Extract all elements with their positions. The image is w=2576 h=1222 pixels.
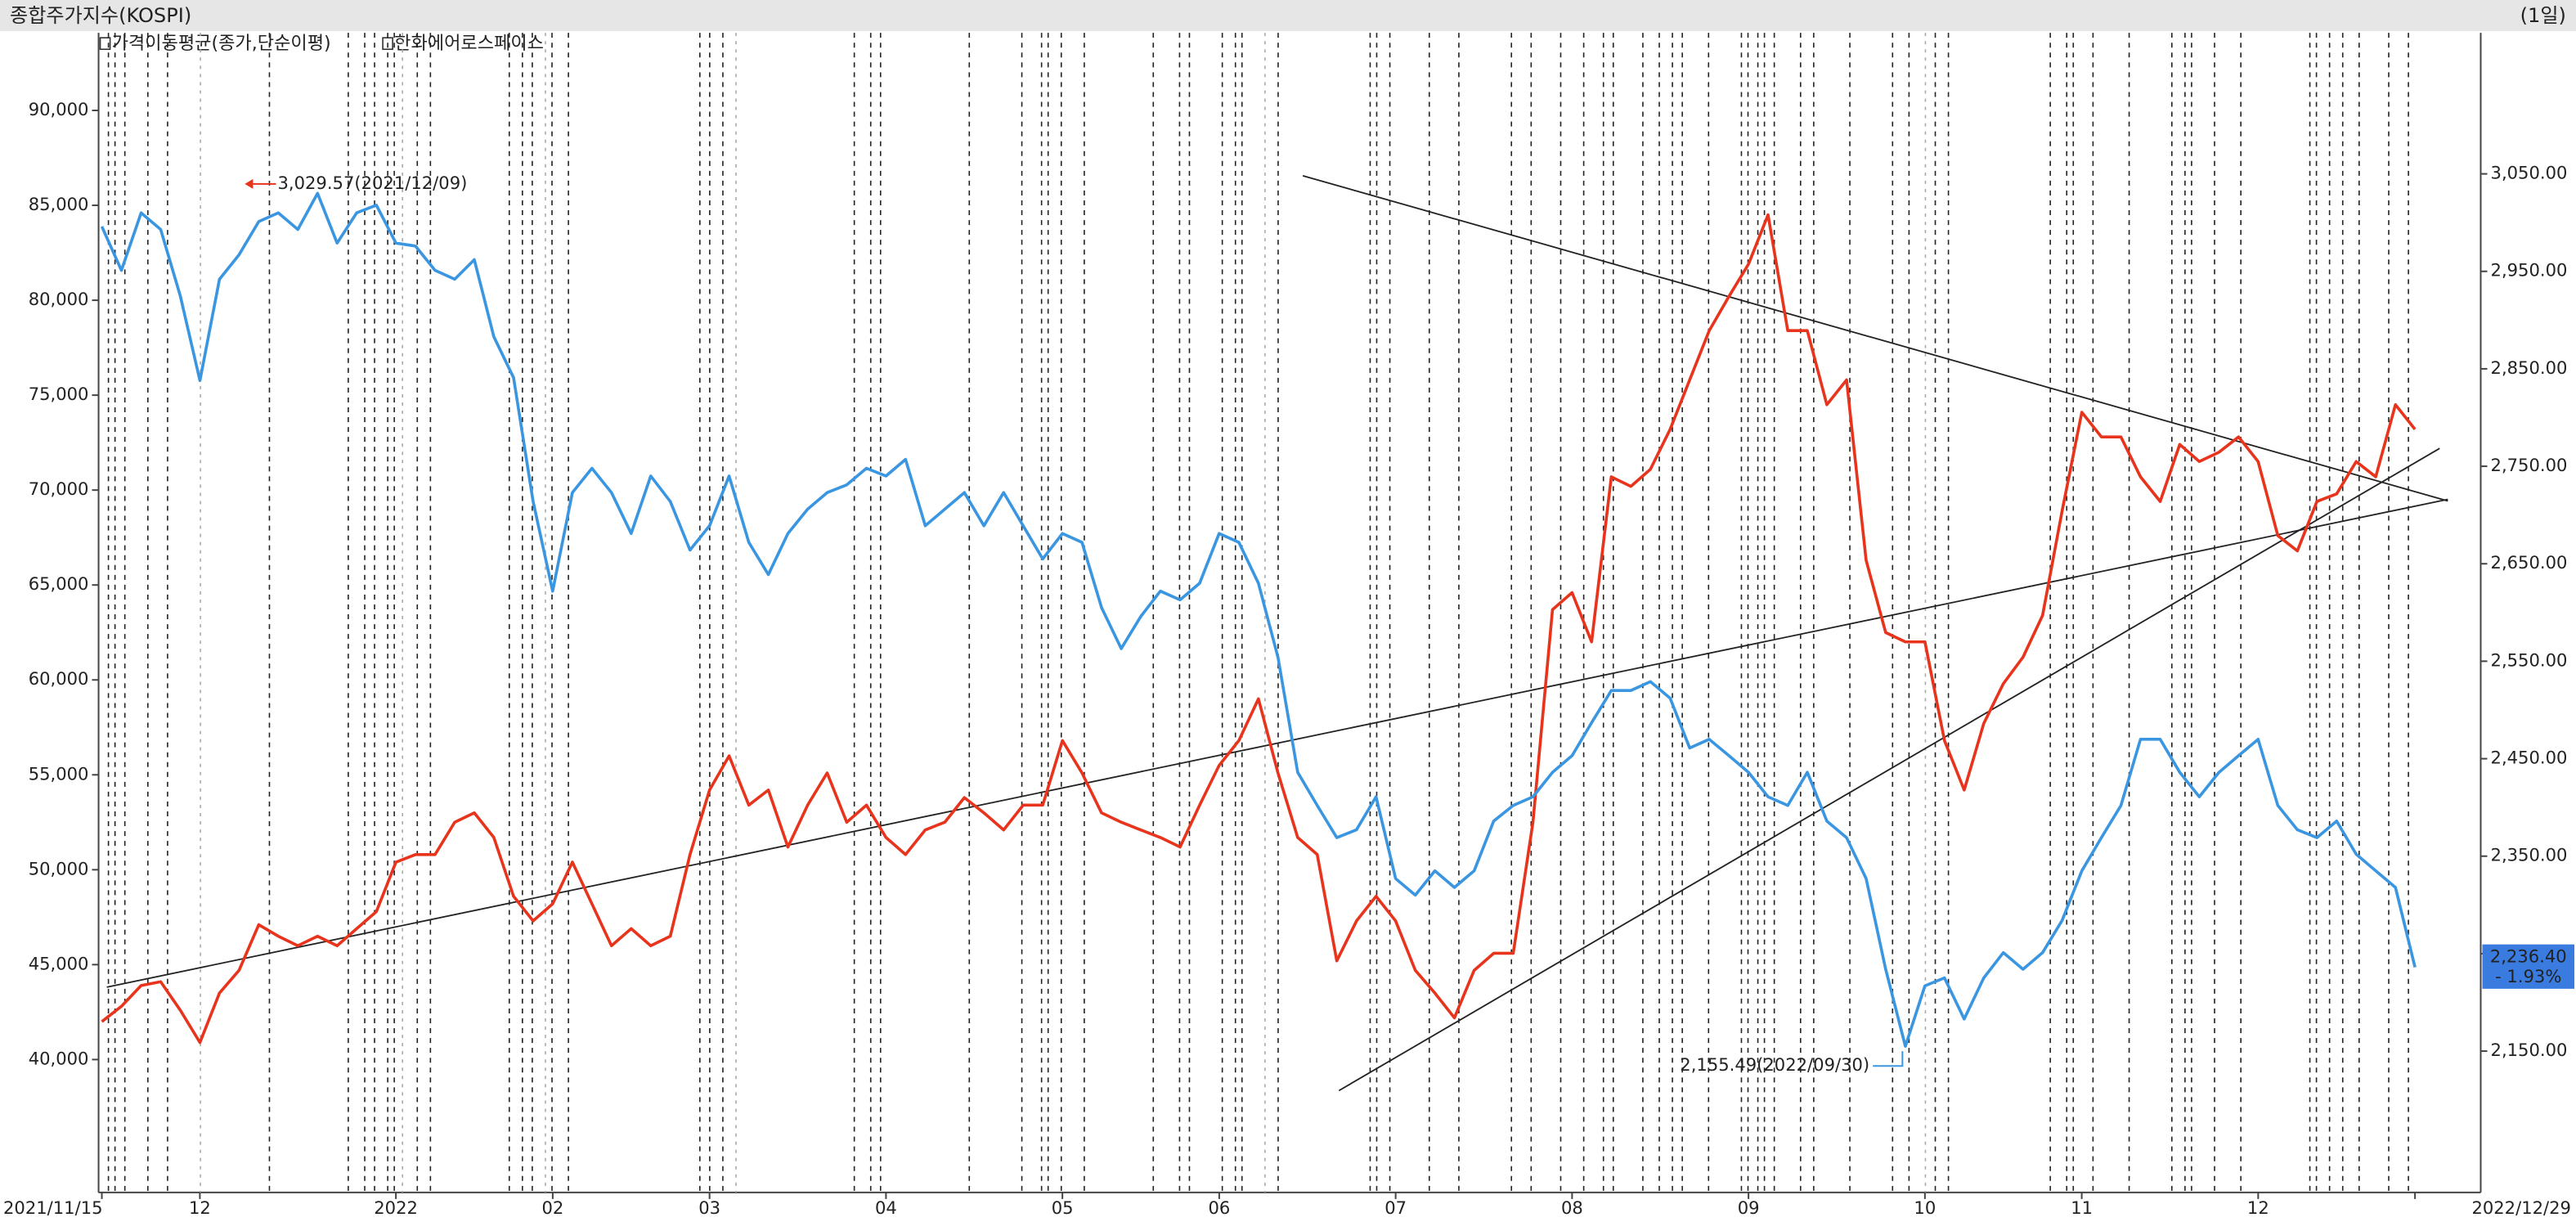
annotation: 3,029.57(2021/12/09) — [278, 173, 468, 193]
y2-tick-label: 2,350.00 — [2491, 845, 2568, 865]
y-tick-label: 80,000 — [29, 289, 89, 309]
current-value: 2,236.40 — [2490, 946, 2567, 967]
y-tick-label: 75,000 — [29, 384, 89, 404]
x-tick-label: 02 — [541, 1197, 563, 1218]
y2-tick-label: 3,050.00 — [2491, 163, 2568, 183]
period-label: (1일) — [2520, 4, 2566, 27]
y-tick-label: 40,000 — [29, 1048, 89, 1068]
y2-tick-label: 2,950.00 — [2491, 260, 2568, 281]
y-tick-label: 50,000 — [29, 858, 89, 878]
y-tick-label: 60,000 — [29, 668, 89, 689]
annotation-arrow — [1873, 1051, 1904, 1067]
x-tick-label: 10 — [1914, 1197, 1936, 1218]
x-tick-label: 05 — [1052, 1197, 1074, 1218]
series-line — [100, 191, 2417, 1048]
x-tick-label: 2022/12/29 — [2471, 1197, 2571, 1218]
y-tick-label: 55,000 — [29, 763, 89, 784]
y2-tick-label: 2,650.00 — [2491, 552, 2568, 573]
x-tick-label: 12 — [189, 1197, 211, 1218]
x-tick-label: 12 — [2247, 1197, 2269, 1218]
trend-line — [1338, 447, 2440, 1092]
y2-tick-label: 2,450.00 — [2491, 748, 2568, 768]
x-tick-label: 11 — [2071, 1197, 2093, 1218]
chart-title: 종합주가지수(KOSPI) — [10, 4, 191, 27]
y2-tick-label: 2,750.00 — [2491, 455, 2568, 475]
y-tick-label: 65,000 — [29, 573, 89, 594]
annotation: 2,155.49(2022/09/30) — [1680, 1054, 1869, 1075]
event-lines — [107, 33, 2409, 1193]
x-tick-label: 2022 — [374, 1197, 418, 1218]
y-tick-label: 45,000 — [29, 953, 89, 973]
legend-box — [99, 37, 111, 51]
x-tick-label: 07 — [1384, 1197, 1407, 1218]
x-tick-label: 04 — [875, 1197, 897, 1218]
annotation-arrow-head — [245, 178, 254, 189]
y2-tick-label: 2,850.00 — [2491, 357, 2568, 378]
trend-lines — [106, 174, 2448, 1092]
x-tick-label: 03 — [698, 1197, 720, 1218]
x-tick-label: 2021/11/15 — [3, 1197, 103, 1218]
y2-tick-label: 2,150.00 — [2491, 1040, 2568, 1060]
legend-indicator: 가격이동평균(종가,단순이평) — [112, 33, 331, 54]
y-tick-label: 70,000 — [29, 478, 89, 499]
legend-series: 한화에어로스페이스 — [394, 33, 544, 54]
x-tick-label: 09 — [1738, 1197, 1760, 1218]
y2-tick-label: 2,550.00 — [2491, 649, 2568, 670]
x-tick-label: 08 — [1561, 1197, 1583, 1218]
y-tick-label: 90,000 — [29, 99, 89, 119]
x-tick-label: 06 — [1208, 1197, 1230, 1218]
y-tick-label: 85,000 — [29, 194, 89, 214]
current-change: - 1.93% — [2495, 966, 2561, 986]
trend-line — [1302, 174, 2448, 502]
title-bar — [0, 0, 2576, 32]
series-line — [101, 213, 2417, 1045]
current-box — [2482, 944, 2574, 989]
trend-line — [106, 498, 2448, 988]
